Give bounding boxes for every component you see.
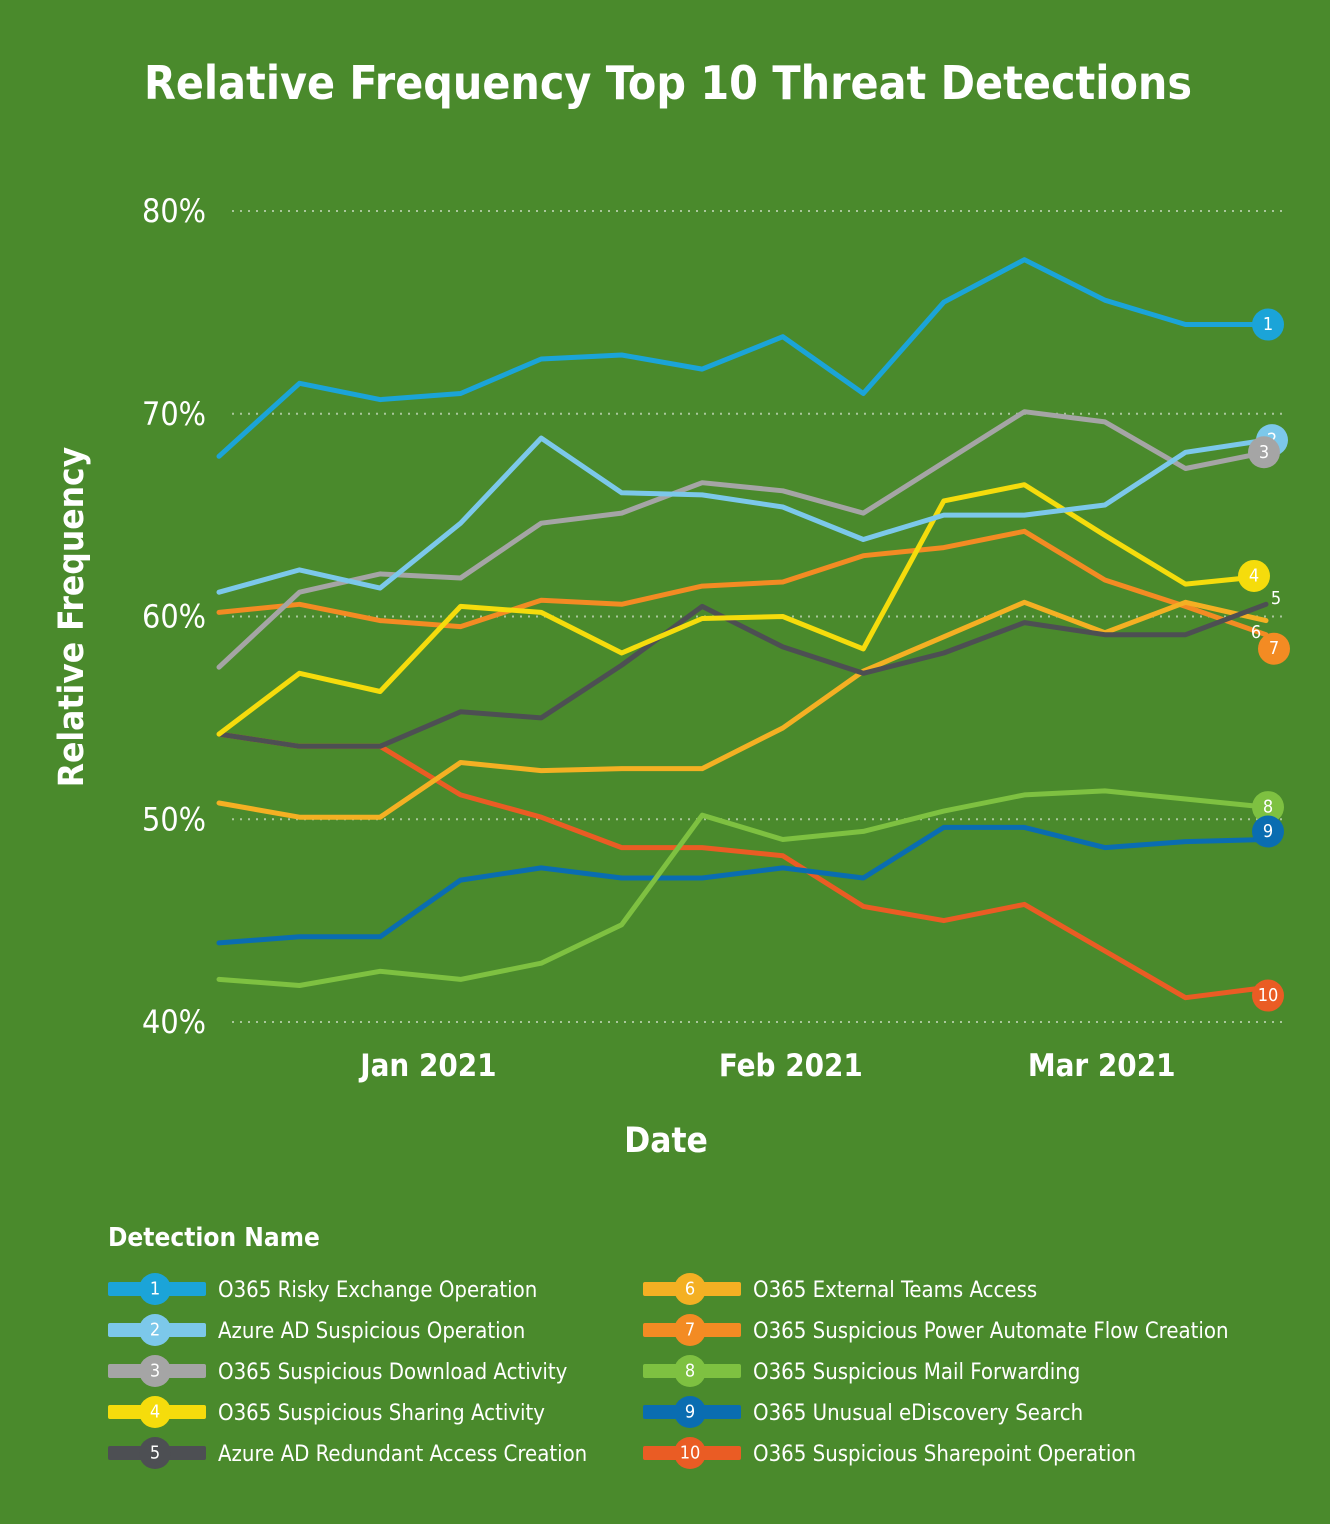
- legend-badge-number: 8: [685, 1361, 695, 1382]
- legend-badge-2: [139, 1314, 171, 1346]
- series-end-badge-8: [1252, 791, 1284, 824]
- series-layer: [216, 257, 1269, 1001]
- legend-badge-9: [674, 1396, 706, 1428]
- legend-badge-8: [674, 1355, 706, 1387]
- legend-title: Detection Name: [108, 1223, 320, 1253]
- legend-badge-number: 9: [685, 1402, 695, 1423]
- x-tick-label: Mar 2021: [1028, 1048, 1176, 1084]
- chart-title: Relative Frequency Top 10 Threat Detecti…: [144, 56, 1192, 110]
- legend-label-10: O365 Suspicious Sharepoint Operation: [753, 1442, 1136, 1467]
- series-end-label-7: 7: [1269, 638, 1279, 659]
- y-tick-label: 40%: [142, 1003, 206, 1041]
- legend-badge-6: [674, 1273, 706, 1305]
- series-end-label-3: 3: [1259, 442, 1269, 463]
- legend: 1 O365 Risky Exchange Operation 2 Azure AD …: [108, 1273, 1229, 1469]
- y-tick-label: 50%: [142, 800, 206, 838]
- legend-label-4: O365 Suspicious Sharing Activity: [218, 1401, 545, 1426]
- legend-badge-number: 6: [685, 1279, 695, 1300]
- series-end-label-10: 10: [1258, 985, 1279, 1006]
- series-line-1: [216, 257, 1269, 459]
- series-end-label-4: 4: [1249, 565, 1259, 586]
- x-tick-label: Feb 2021: [719, 1048, 863, 1084]
- series-line-10: [216, 731, 1269, 1001]
- legend-badge-5: [139, 1437, 171, 1469]
- x-axis-ticks: Jan 2021 Feb 2021 Mar 2021: [358, 1048, 1175, 1084]
- legend-label-7: O365 Suspicious Power Automate Flow Crea…: [753, 1319, 1229, 1344]
- legend-badge-3: [139, 1355, 171, 1387]
- series-line-5: [216, 601, 1269, 749]
- series-line-6: [216, 599, 1269, 820]
- legend-badge-number: 10: [680, 1443, 701, 1464]
- legend-label-5: Azure AD Redundant Access Creation: [218, 1442, 587, 1467]
- series-line-4: [216, 482, 1269, 737]
- legend-badge-10: [674, 1437, 706, 1469]
- series-end-badge-1: [1252, 308, 1284, 341]
- legend-badge-1: [139, 1273, 171, 1305]
- series-end-badge-10: [1252, 979, 1284, 1012]
- legend-label-8: O365 Suspicious Mail Forwarding: [753, 1360, 1080, 1385]
- series-end-label-6: 6: [1251, 622, 1261, 643]
- x-tick-label: Jan 2021: [358, 1048, 496, 1084]
- series-end-label-1: 1: [1263, 314, 1273, 335]
- series-line-9: [216, 824, 1269, 946]
- series-end-badge-9: [1252, 815, 1284, 848]
- legend-badge-number: 7: [685, 1320, 695, 1341]
- legend-badge-number: 3: [150, 1361, 160, 1382]
- legend-label-6: O365 External Teams Access: [753, 1278, 1037, 1303]
- series-end-label-5: 5: [1271, 588, 1281, 609]
- legend-badge-number: 1: [150, 1279, 160, 1300]
- legend-badge-7: [674, 1314, 706, 1346]
- legend-label-9: O365 Unusual eDiscovery Search: [753, 1401, 1083, 1426]
- legend-badge-number: 2: [150, 1320, 160, 1341]
- y-axis-ticks: 80% 70% 60% 50% 40%: [142, 192, 206, 1041]
- legend-label-2: Azure AD Suspicious Operation: [218, 1319, 525, 1344]
- x-axis-label: Date: [624, 1121, 708, 1161]
- series-end-label-9: 9: [1263, 821, 1273, 842]
- series-end-badge-3: [1248, 436, 1280, 469]
- y-tick-label: 80%: [142, 192, 206, 230]
- legend-badge-number: 5: [150, 1443, 160, 1464]
- legend-label-1: O365 Risky Exchange Operation: [218, 1278, 537, 1303]
- series-end-label-8: 8: [1263, 797, 1273, 818]
- legend-badge-number: 4: [150, 1402, 160, 1423]
- series-line-8: [216, 788, 1269, 988]
- y-axis-label: Relative Frequency: [52, 447, 92, 787]
- series-line-2: [216, 435, 1269, 595]
- legend-label-3: O365 Suspicious Download Activity: [218, 1360, 568, 1385]
- y-tick-label: 70%: [142, 395, 206, 433]
- series-end-badge-7: [1258, 632, 1290, 665]
- legend-badge-4: [139, 1396, 171, 1428]
- series-end-badge-4: [1238, 559, 1270, 592]
- series-line-7: [216, 528, 1269, 638]
- y-tick-label: 60%: [142, 598, 206, 636]
- series-end-badges: 12345678910: [1238, 308, 1290, 1012]
